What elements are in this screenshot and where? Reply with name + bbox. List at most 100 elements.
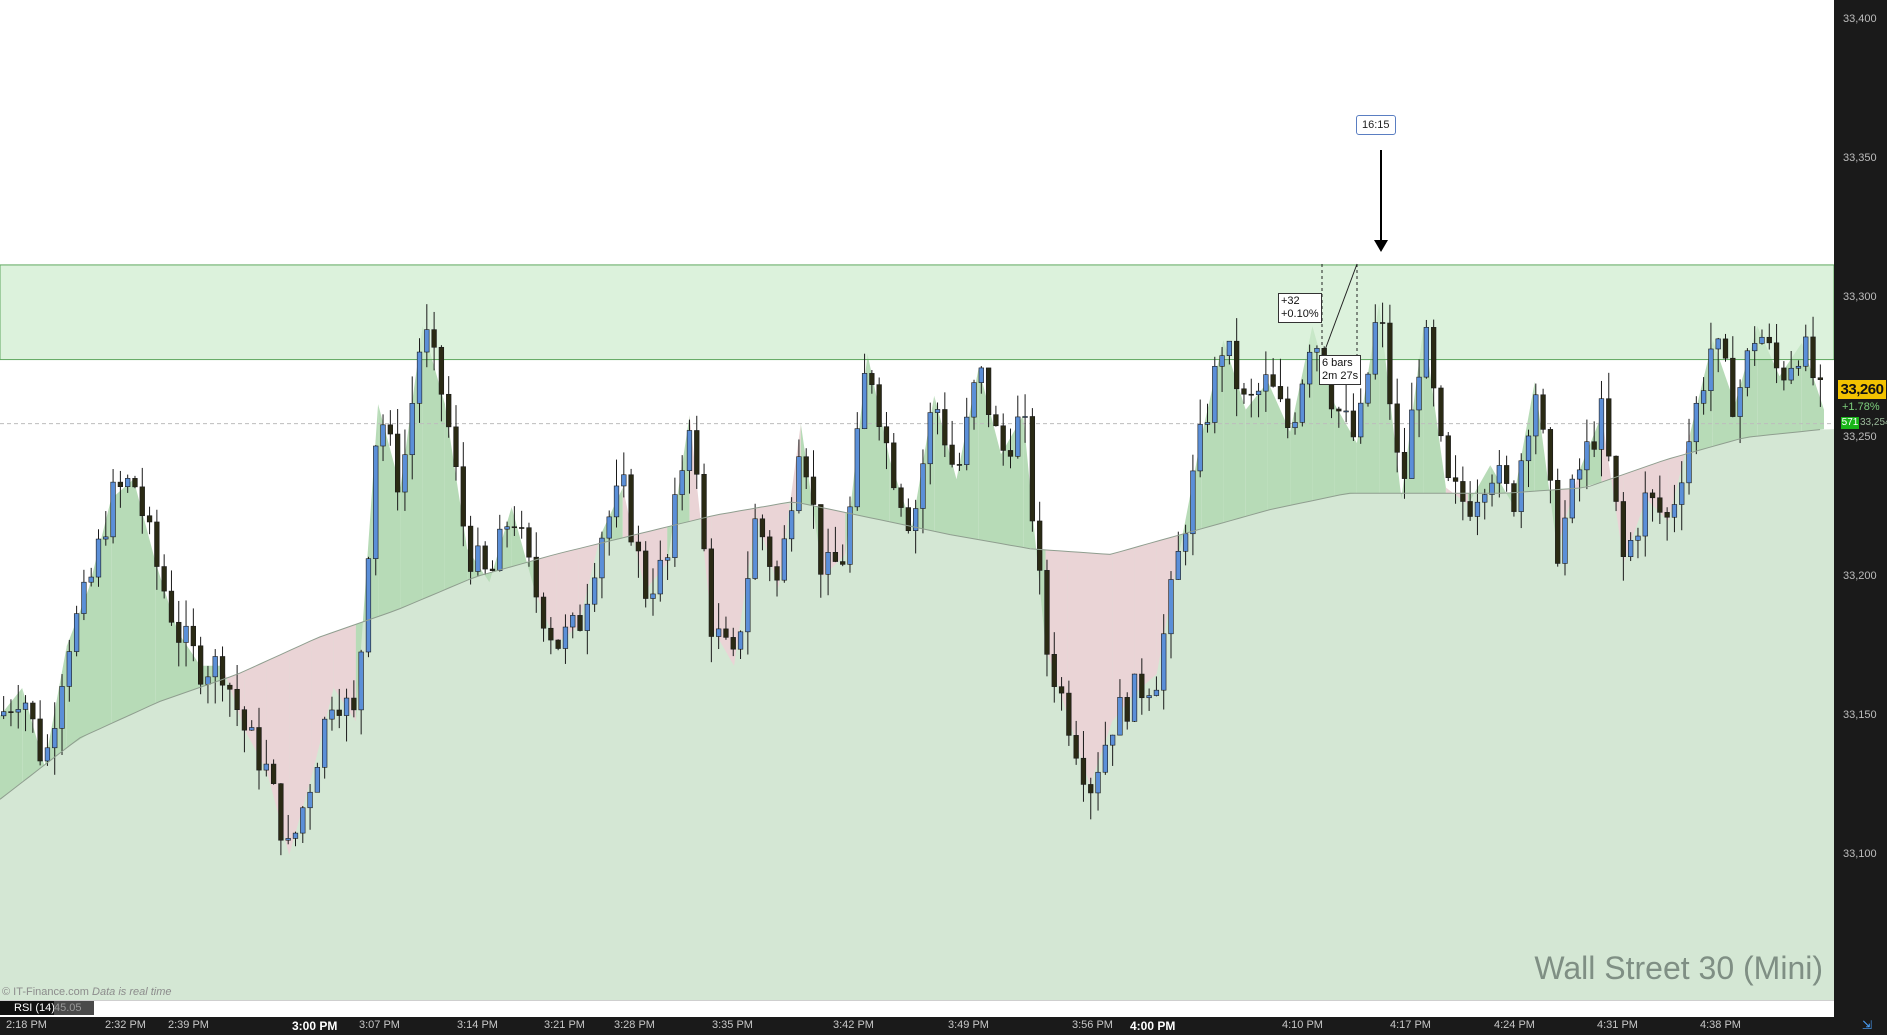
y-tick-label: 33,400 <box>1843 13 1877 25</box>
candle-down <box>1080 757 1087 785</box>
cloud-segment <box>578 534 601 627</box>
cloud-segment <box>1067 551 1090 786</box>
cloud-segment <box>1134 541 1157 694</box>
candle-down <box>1073 735 1079 759</box>
candle-up <box>1015 416 1021 457</box>
candle-down <box>577 615 583 631</box>
candle-up <box>1299 383 1305 423</box>
rsi-panel[interactable] <box>0 1000 1834 1018</box>
candle-up <box>1496 465 1502 484</box>
candle-down <box>1336 408 1342 412</box>
cloud-segment <box>1267 381 1291 511</box>
candle-down <box>1350 410 1357 438</box>
rsi-label[interactable]: RSI (14) <box>0 1001 60 1015</box>
candle-up <box>314 767 321 793</box>
candle-up <box>964 416 970 465</box>
candle-up <box>1204 422 1211 425</box>
candle-up <box>1635 535 1641 541</box>
candle-up <box>781 538 787 581</box>
candle-up <box>249 727 255 731</box>
candle-up <box>1737 387 1743 417</box>
candle-down <box>1139 673 1145 699</box>
candle-up <box>1182 533 1189 552</box>
candle-up <box>358 651 364 711</box>
candle-down <box>1467 501 1473 517</box>
y-tick-label: 33,250 <box>1843 430 1877 443</box>
candle-down <box>30 702 36 720</box>
candle-down <box>818 504 824 575</box>
cloud-segment <box>333 624 356 722</box>
candle-down <box>139 486 145 517</box>
x-tick-label: 3:07 PM <box>359 1019 400 1031</box>
candle-up <box>1358 402 1364 438</box>
x-tick-label: 4:10 PM <box>1282 1019 1323 1031</box>
candle-down <box>1620 501 1626 557</box>
candle-up <box>796 456 802 512</box>
x-tick-label: 4:17 PM <box>1390 1019 1431 1031</box>
time-callout[interactable]: 16:15 <box>1356 115 1396 135</box>
candle-up <box>504 526 510 530</box>
candle-up <box>365 558 372 653</box>
x-tick-label: 4:38 PM <box>1700 1019 1741 1031</box>
cloud-segment <box>934 395 957 536</box>
candle-up <box>1569 478 1575 519</box>
candle-down <box>810 476 817 505</box>
candle-down <box>1540 394 1546 430</box>
cloud-segment <box>1201 340 1224 529</box>
candle-up <box>737 631 744 650</box>
candle-down <box>1044 570 1050 655</box>
candle-down <box>723 628 729 638</box>
candle-up <box>475 545 481 572</box>
expand-icon[interactable]: ⇲ <box>1862 1018 1873 1032</box>
cloud-segment <box>1623 466 1646 563</box>
rsi-value: 45.05 <box>54 1001 94 1015</box>
candle-up <box>1292 422 1298 429</box>
cloud-segment <box>1090 553 1113 786</box>
time-axis[interactable] <box>0 1017 1887 1035</box>
candle-down <box>1248 393 1254 396</box>
x-tick-label: 3:35 PM <box>712 1019 753 1031</box>
candle-up <box>1584 441 1590 471</box>
candle-up <box>1314 348 1320 353</box>
candle-down <box>869 373 875 385</box>
candle-down <box>876 384 882 427</box>
candle-down <box>883 426 890 444</box>
candle-down <box>643 550 649 599</box>
price-chart[interactable] <box>0 0 1834 1000</box>
candle-down <box>694 430 700 475</box>
candle-down <box>942 409 948 446</box>
candle-up <box>584 603 590 631</box>
candle-up <box>285 838 291 841</box>
candle-down <box>37 718 43 762</box>
candle-up <box>1226 340 1233 356</box>
candle-down <box>1058 686 1065 694</box>
cloud-segment <box>1312 326 1335 501</box>
candle-down <box>1124 697 1130 722</box>
candle-down <box>453 426 459 468</box>
candle-down <box>533 556 539 598</box>
candle-down <box>1000 425 1006 451</box>
candle-down <box>1445 435 1451 479</box>
candle-up <box>1628 540 1634 557</box>
price-axis[interactable] <box>1834 0 1887 1017</box>
x-tick-label: 3:56 PM <box>1072 1019 1113 1031</box>
candle-up <box>373 445 379 559</box>
cloud-segment <box>867 354 890 522</box>
candle-up <box>409 403 415 456</box>
candle-up <box>1190 470 1196 535</box>
candle-up <box>1161 633 1167 691</box>
candle-down <box>511 526 518 529</box>
candle-up <box>300 807 306 834</box>
candle-down <box>1277 386 1284 400</box>
candle-up <box>88 576 94 583</box>
candle-up <box>125 478 131 487</box>
cloud-segment <box>622 487 646 591</box>
arrow-head-icon <box>1374 240 1388 252</box>
candle-down <box>460 466 466 527</box>
candle-up <box>752 518 758 579</box>
candle-down <box>519 527 525 529</box>
candle-down <box>774 566 780 581</box>
cloud-segment <box>378 404 401 617</box>
candle-up <box>1700 390 1707 404</box>
candle-up <box>1372 322 1378 375</box>
